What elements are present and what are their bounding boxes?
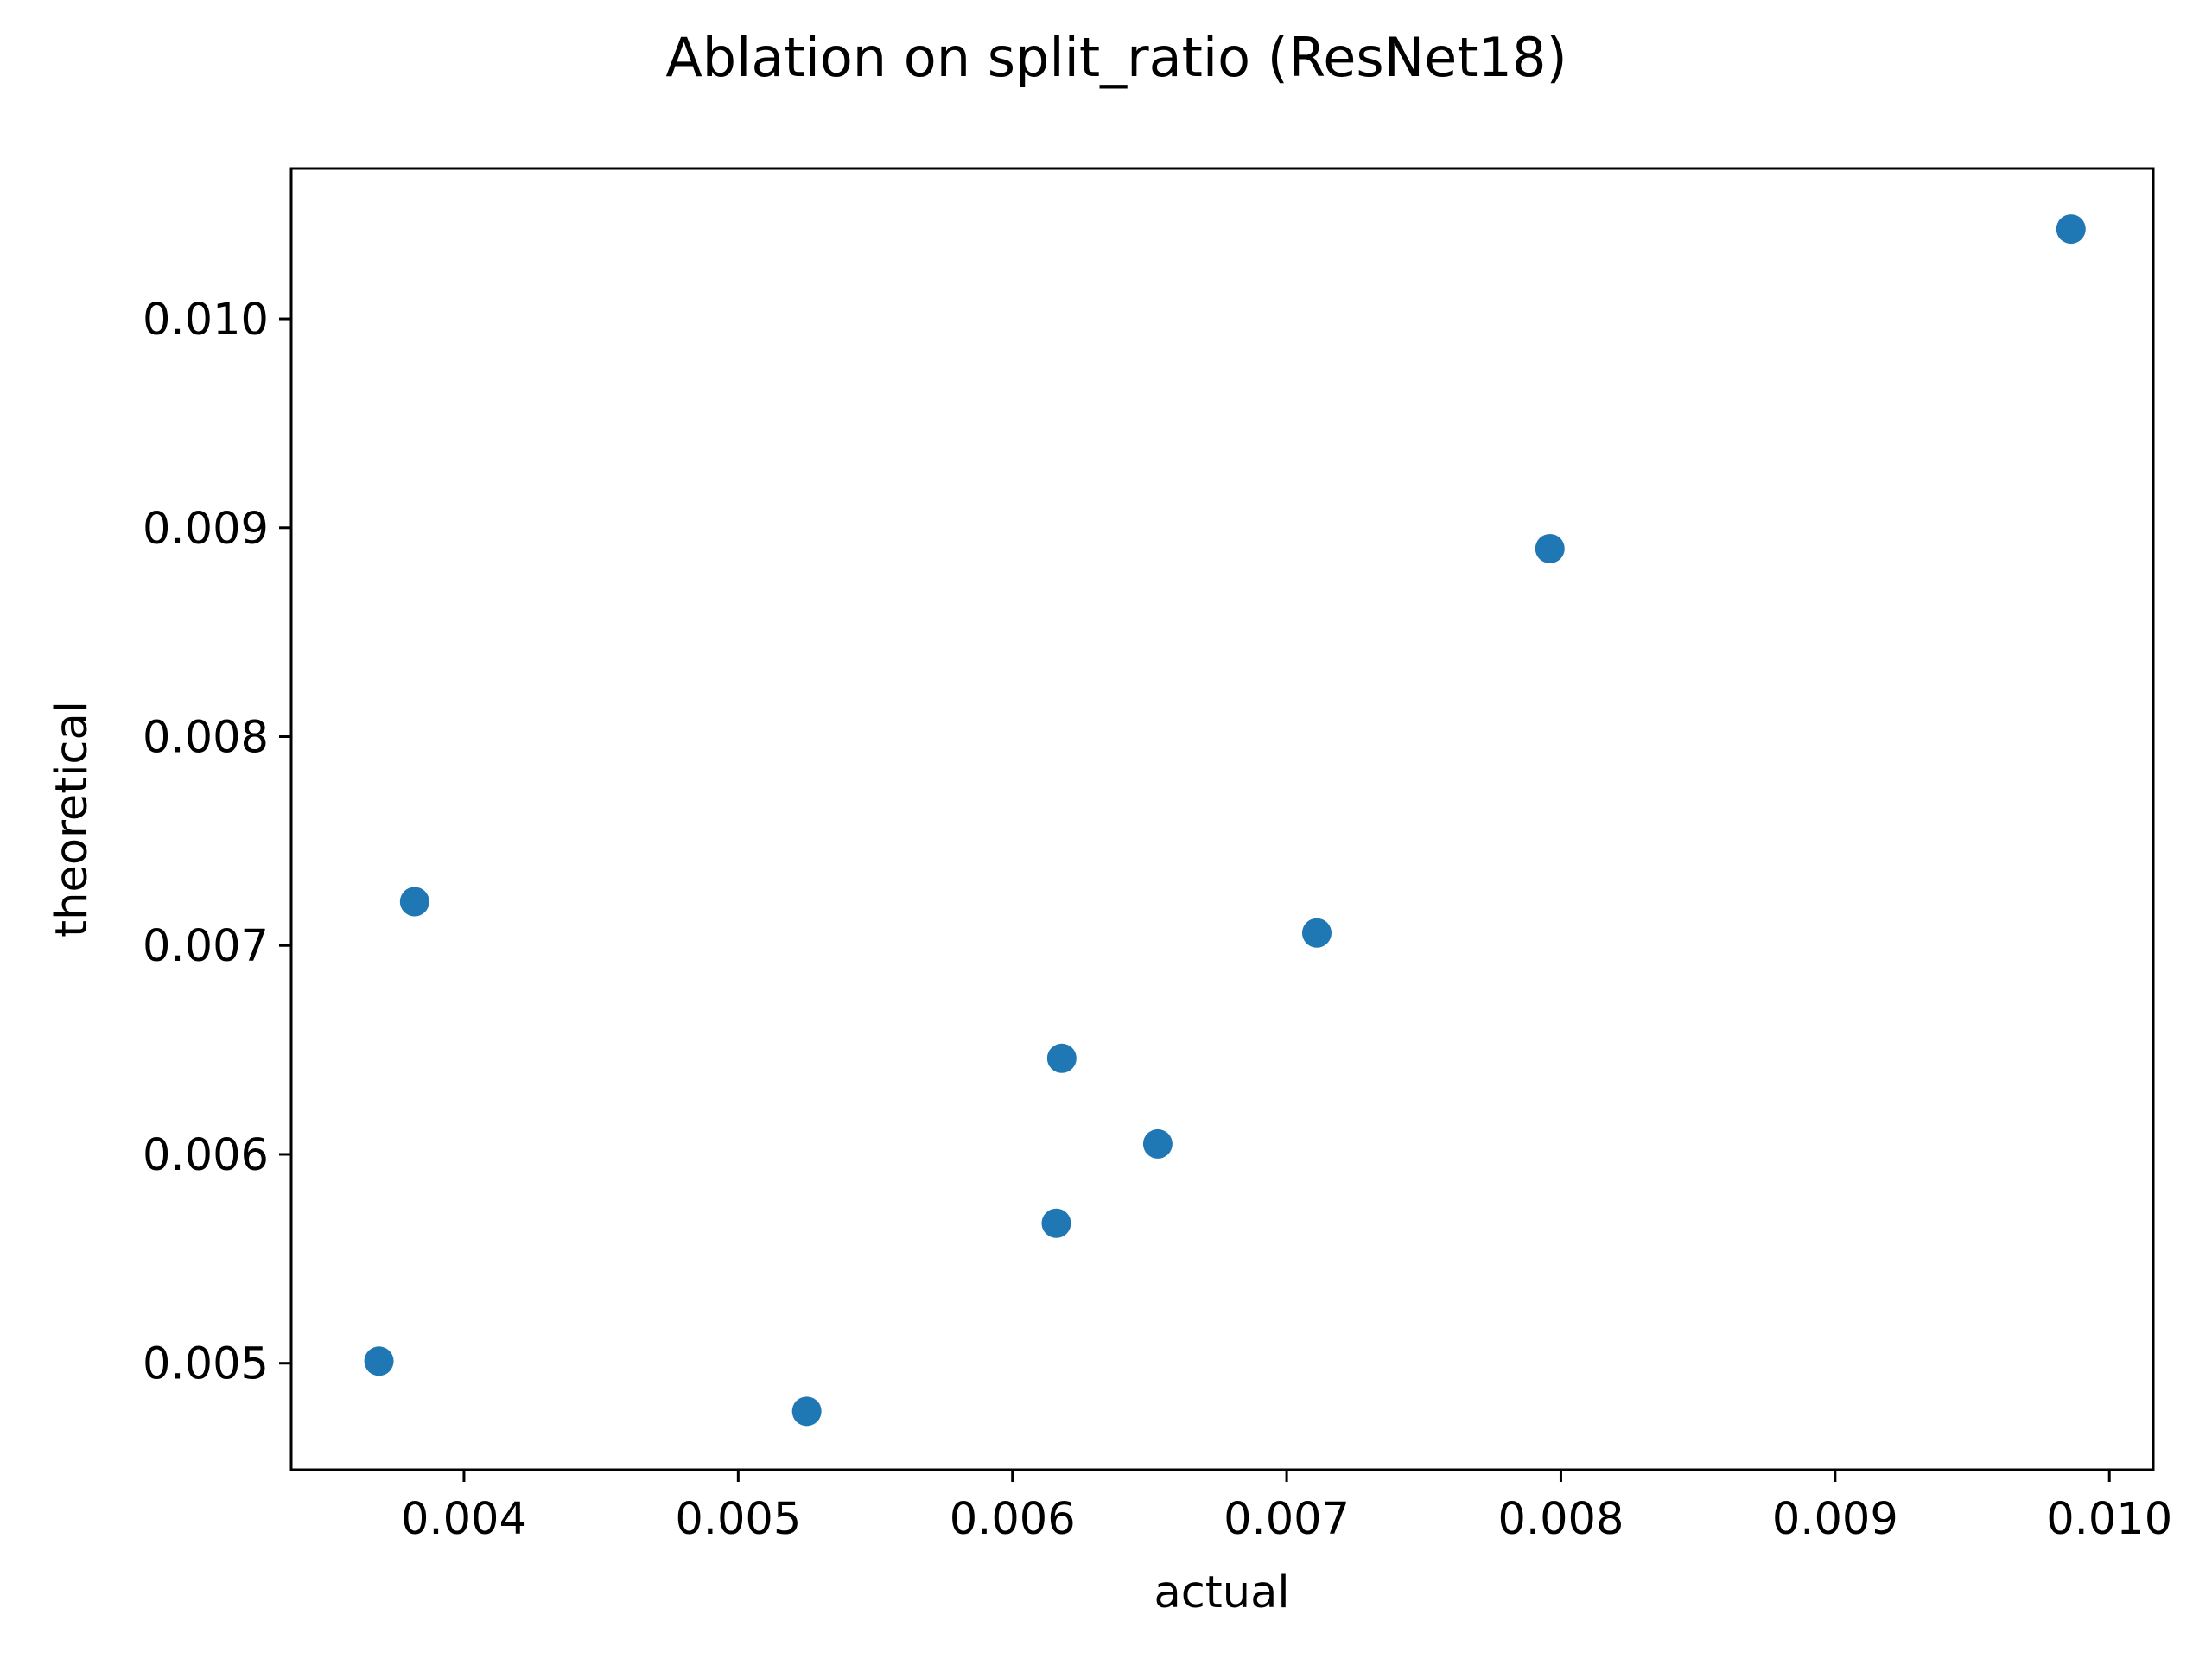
y-axis-label: theoretical: [47, 701, 98, 938]
x-tick-label: 0.009: [1772, 1494, 1898, 1545]
data-point: [1535, 533, 1565, 563]
data-points: [364, 214, 2086, 1427]
y-tick-label: 0.010: [143, 295, 269, 346]
y-tick-label: 0.006: [143, 1130, 269, 1181]
chart-title: Ablation on split_ratio (ResNet18): [665, 26, 1567, 89]
data-point: [791, 1396, 822, 1427]
y-tick-label: 0.005: [143, 1339, 269, 1390]
plot-frame: [289, 167, 2155, 1471]
data-point: [2056, 214, 2086, 245]
x-tick-label: 0.010: [2046, 1494, 2172, 1545]
y-tick-label: 0.008: [143, 713, 269, 764]
y-tick-label: 0.009: [143, 504, 269, 555]
x-axis: 0.004 0.005 0.006 0.007 0.008 0.009 0.010: [401, 1470, 2172, 1545]
data-point: [1046, 1043, 1077, 1073]
x-tick-label: 0.008: [1497, 1494, 1624, 1545]
data-point: [1041, 1208, 1071, 1238]
x-tick-label: 0.006: [950, 1494, 1076, 1545]
plot-area: 0.004 0.005 0.006 0.007 0.008 0.009 0.010 0.00…: [143, 167, 2172, 1545]
data-point: [399, 887, 429, 917]
y-tick-label: 0.007: [143, 921, 269, 972]
y-axis: 0.005 0.006 0.007 0.008 0.009 0.010: [143, 295, 291, 1390]
x-tick-label: 0.004: [401, 1494, 527, 1545]
data-point: [364, 1346, 394, 1376]
data-point: [1301, 918, 1332, 948]
x-tick-label: 0.005: [675, 1494, 801, 1545]
data-point: [1142, 1128, 1173, 1159]
x-tick-label: 0.007: [1224, 1494, 1350, 1545]
x-axis-label: actual: [1154, 1567, 1289, 1618]
